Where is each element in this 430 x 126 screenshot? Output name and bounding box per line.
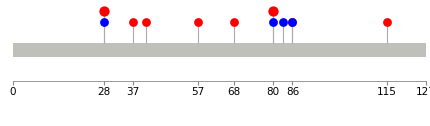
Point — [143, 21, 150, 23]
Point — [279, 21, 286, 23]
Point — [195, 21, 202, 23]
Point — [270, 10, 276, 12]
Point — [230, 21, 237, 23]
Bar — [13, 43, 426, 57]
Point — [101, 10, 108, 12]
Point — [289, 21, 296, 23]
Point — [101, 21, 108, 23]
Point — [130, 21, 137, 23]
Point — [383, 21, 390, 23]
Point — [289, 21, 296, 23]
Point — [270, 21, 276, 23]
